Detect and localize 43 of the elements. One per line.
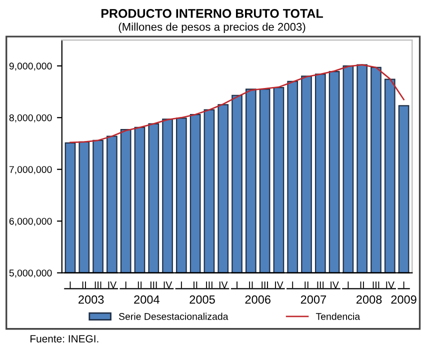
x-tick-label: II — [304, 282, 308, 288]
y-tick-label: 8,000,000 — [9, 114, 52, 122]
legend-label: Serie Desestacionalizada — [118, 312, 228, 320]
y-tick-label: 9,000,000 — [9, 62, 52, 71]
text: 2004 — [134, 295, 160, 304]
x-tick-label: III — [150, 282, 157, 288]
x-tick-label: II — [194, 282, 198, 288]
x-tick-label: I — [180, 282, 182, 288]
x-tick-label: II — [138, 282, 142, 288]
x-tick-label: IV — [330, 282, 339, 288]
text: 2005 — [190, 295, 215, 304]
x-tick-label: I — [70, 282, 71, 288]
x-tick-label: IV — [386, 282, 394, 288]
y-tick-label: 7,000,000 — [9, 166, 52, 174]
x-tick-label: II — [249, 282, 253, 288]
x-tick-label: IV — [219, 282, 228, 288]
chart-subtitle: (Millones de pesos a precios de 2003) — [118, 22, 306, 33]
y-tick-label: 5,000,000 — [9, 270, 52, 278]
text: 2008 — [356, 295, 382, 304]
text: 2003 — [78, 295, 104, 304]
line-series — [70, 64, 404, 144]
x-tick-label: I — [125, 282, 126, 288]
x-tick-label: III — [206, 282, 212, 288]
x-tick-label: III — [372, 282, 380, 288]
x-tick-label: I — [403, 282, 404, 288]
text: 2009 — [391, 295, 416, 304]
x-tick-label: II — [82, 282, 86, 288]
x-tick-label: IV — [164, 282, 172, 288]
text: 2006 — [245, 295, 270, 304]
x-tick-label: I — [292, 282, 294, 288]
source-note: Fuente: INEGI. — [30, 335, 98, 342]
x-tick-label: IV — [108, 282, 116, 288]
x-tick-label: II — [360, 282, 364, 288]
legend-label: Tendencia — [316, 312, 360, 320]
y-tick-label: 6,000,000 — [9, 218, 52, 226]
x-tick-label: I — [348, 282, 349, 288]
x-tick-label: III — [94, 282, 102, 288]
x-tick-label: I — [236, 282, 238, 288]
x-tick-label: III — [262, 282, 268, 288]
text: 2007 — [300, 295, 326, 304]
x-tick-label: III — [317, 282, 324, 288]
x-tick-label: IV — [275, 282, 284, 288]
chart-title: PRODUCTO INTERNO BRUTO TOTAL — [101, 9, 323, 18]
